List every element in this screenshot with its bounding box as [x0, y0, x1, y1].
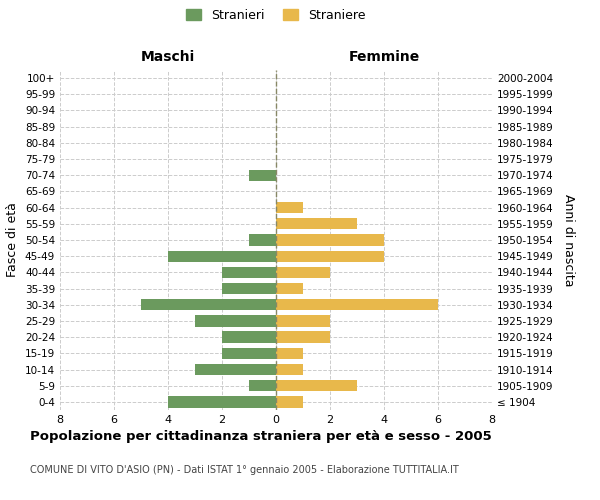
Text: Femmine: Femmine	[349, 50, 419, 64]
Bar	[276, 250, 384, 262]
Text: Maschi: Maschi	[141, 50, 195, 64]
Legend: Stranieri, Straniere: Stranieri, Straniere	[186, 8, 366, 22]
Bar	[276, 299, 438, 310]
Bar	[168, 396, 276, 407]
Bar	[276, 396, 303, 407]
Y-axis label: Fasce di età: Fasce di età	[7, 202, 19, 278]
Bar	[276, 364, 303, 375]
Y-axis label: Anni di nascita: Anni di nascita	[562, 194, 575, 286]
Text: Popolazione per cittadinanza straniera per età e sesso - 2005: Popolazione per cittadinanza straniera p…	[30, 430, 492, 443]
Bar	[222, 348, 276, 359]
Bar	[141, 299, 276, 310]
Bar	[222, 266, 276, 278]
Bar	[276, 380, 357, 392]
Bar	[276, 234, 384, 246]
Bar	[195, 364, 276, 375]
Bar	[276, 332, 330, 343]
Bar	[195, 316, 276, 326]
Bar	[276, 316, 330, 326]
Bar	[276, 218, 357, 230]
Bar	[276, 266, 330, 278]
Bar	[249, 380, 276, 392]
Bar	[276, 283, 303, 294]
Bar	[249, 170, 276, 181]
Bar	[276, 202, 303, 213]
Bar	[249, 234, 276, 246]
Bar	[276, 348, 303, 359]
Bar	[222, 332, 276, 343]
Text: COMUNE DI VITO D'ASIO (PN) - Dati ISTAT 1° gennaio 2005 - Elaborazione TUTTITALI: COMUNE DI VITO D'ASIO (PN) - Dati ISTAT …	[30, 465, 459, 475]
Bar	[168, 250, 276, 262]
Bar	[222, 283, 276, 294]
